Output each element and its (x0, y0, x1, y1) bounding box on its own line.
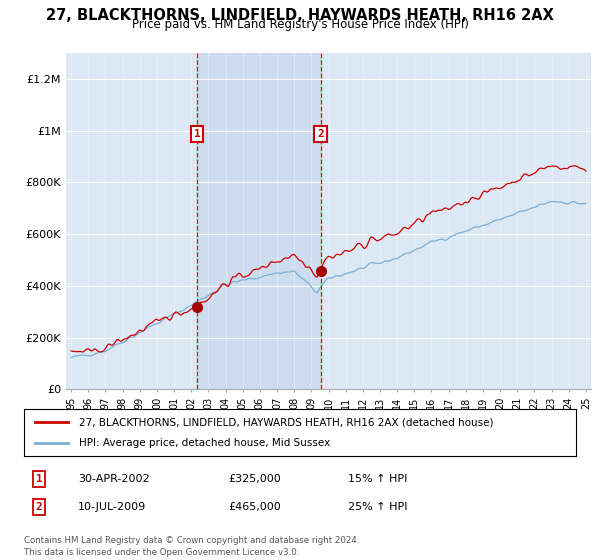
Text: 30-APR-2002: 30-APR-2002 (78, 474, 149, 484)
Text: 1: 1 (194, 129, 200, 139)
Text: HPI: Average price, detached house, Mid Sussex: HPI: Average price, detached house, Mid … (79, 438, 331, 448)
Text: 27, BLACKTHORNS, LINDFIELD, HAYWARDS HEATH, RH16 2AX: 27, BLACKTHORNS, LINDFIELD, HAYWARDS HEA… (46, 8, 554, 24)
Text: 15% ↑ HPI: 15% ↑ HPI (348, 474, 407, 484)
Text: 1: 1 (35, 474, 43, 484)
Text: Price paid vs. HM Land Registry's House Price Index (HPI): Price paid vs. HM Land Registry's House … (131, 18, 469, 31)
Text: 2: 2 (35, 502, 43, 512)
Text: 27, BLACKTHORNS, LINDFIELD, HAYWARDS HEATH, RH16 2AX (detached house): 27, BLACKTHORNS, LINDFIELD, HAYWARDS HEA… (79, 417, 494, 427)
Text: 10-JUL-2009: 10-JUL-2009 (78, 502, 146, 512)
Text: £465,000: £465,000 (228, 502, 281, 512)
Bar (197, 53, 320, 389)
Text: £325,000: £325,000 (228, 474, 281, 484)
Text: Contains HM Land Registry data © Crown copyright and database right 2024.
This d: Contains HM Land Registry data © Crown c… (24, 536, 359, 557)
Text: 25% ↑ HPI: 25% ↑ HPI (348, 502, 407, 512)
Text: 2: 2 (317, 129, 324, 139)
